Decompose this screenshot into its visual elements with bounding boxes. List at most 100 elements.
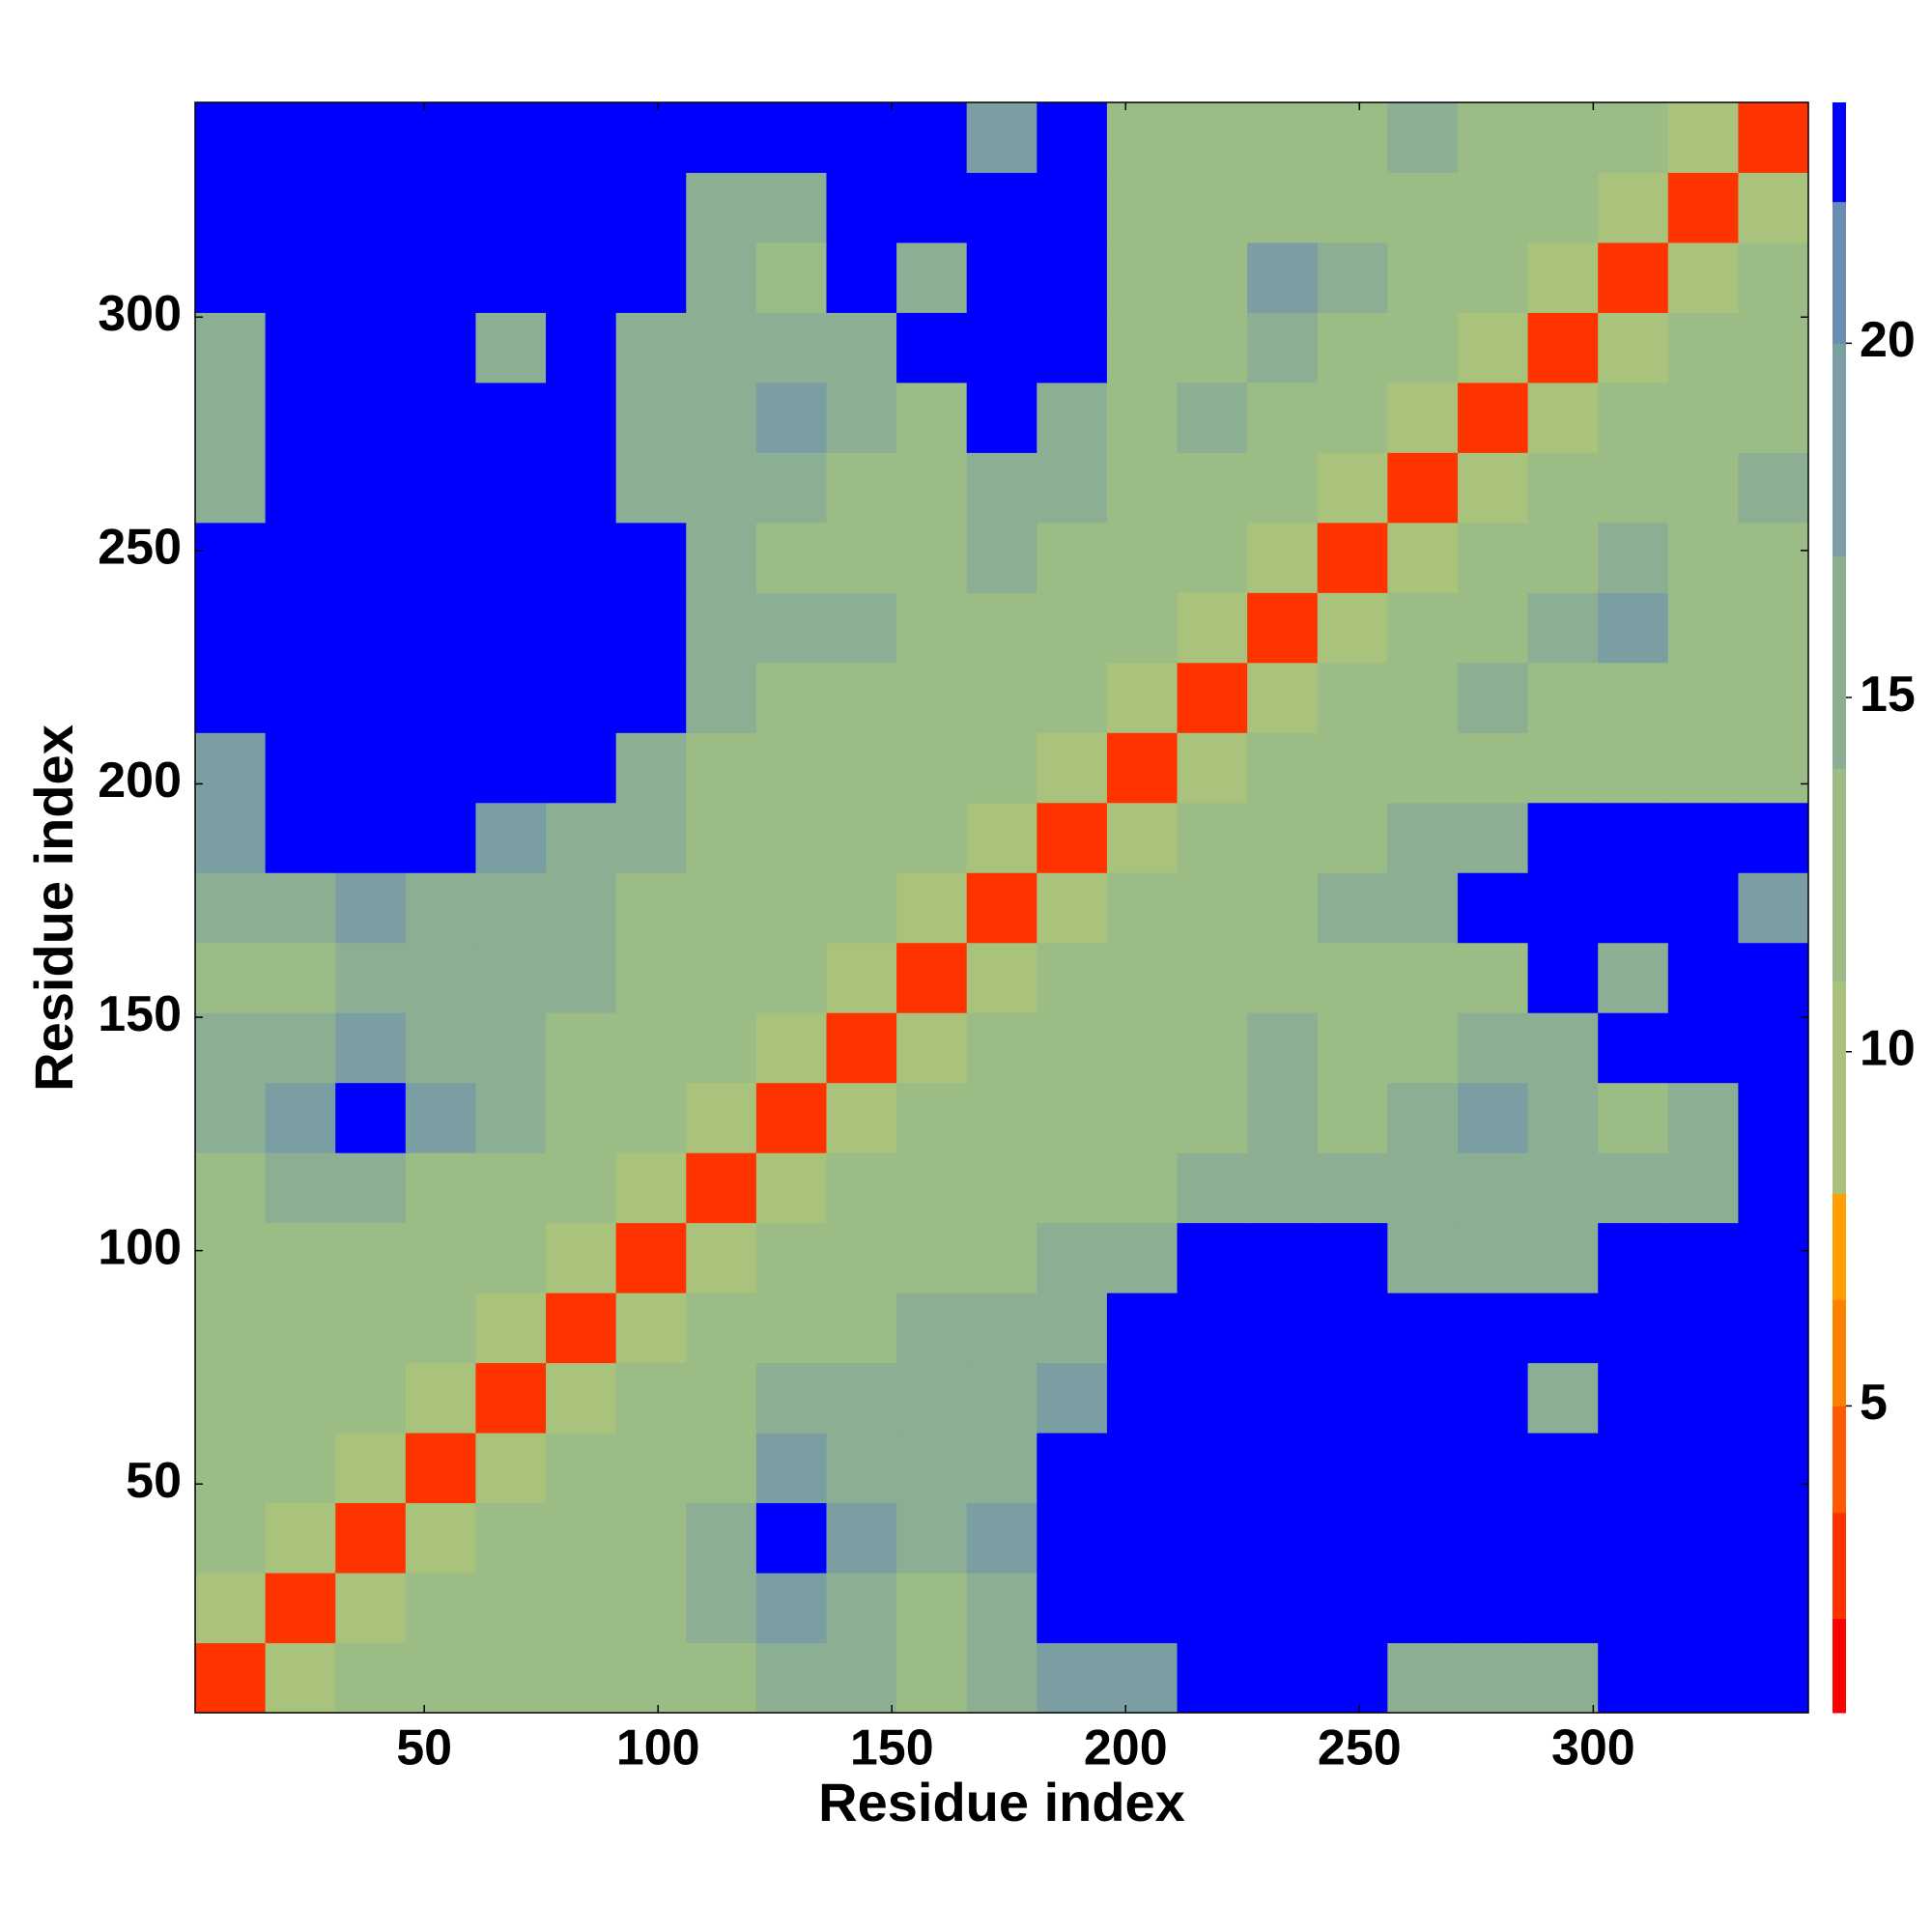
heatmap-cell	[1106, 1293, 1179, 1364]
heatmap-cell	[405, 942, 476, 1013]
heatmap-cell	[1177, 942, 1248, 1013]
heatmap-cell	[1738, 872, 1809, 944]
x-tick-label: 100	[616, 1720, 700, 1776]
heatmap-cell	[195, 942, 267, 1013]
heatmap-cell	[475, 1642, 547, 1714]
heatmap-cell	[1457, 1152, 1529, 1224]
heatmap-cell	[1738, 1293, 1809, 1364]
heatmap-cell	[1598, 802, 1669, 873]
heatmap-cell	[966, 942, 1037, 1013]
heatmap-cell	[546, 1362, 617, 1434]
heatmap-cell	[1247, 102, 1319, 173]
heatmap-cell	[1037, 452, 1108, 524]
x-tick-label: 200	[1084, 1720, 1168, 1776]
heatmap-cell	[1667, 732, 1739, 804]
heatmap-cell	[1387, 1152, 1459, 1224]
heatmap-cell	[686, 1502, 757, 1574]
colorbar-tick-label: 15	[1860, 667, 1916, 723]
heatmap-cell	[265, 1362, 336, 1434]
heatmap-cell	[826, 802, 897, 873]
heatmap-cell	[1037, 172, 1108, 243]
heatmap-cell	[405, 242, 476, 313]
heatmap-cell	[335, 1082, 407, 1153]
heatmap-cell	[1387, 172, 1459, 243]
heatmap-cell	[896, 242, 968, 313]
heatmap-cell	[335, 1222, 407, 1293]
heatmap-cell	[1598, 1152, 1669, 1224]
heatmap-cell	[966, 1012, 1037, 1084]
heatmap-cell	[1177, 452, 1248, 524]
heatmap-cell	[335, 522, 407, 593]
heatmap-cell	[1177, 1152, 1248, 1224]
heatmap-cell	[615, 1152, 687, 1224]
heatmap-cell	[1037, 802, 1108, 873]
heatmap-cell	[966, 802, 1037, 873]
heatmap-cell	[896, 1222, 968, 1293]
heatmap-cell	[1457, 1502, 1529, 1574]
heatmap-cell	[1317, 1642, 1388, 1714]
heatmap-cell	[826, 1573, 897, 1644]
heatmap-cell	[1667, 1152, 1739, 1224]
heatmap-cell	[686, 592, 757, 664]
heatmap-cell	[265, 452, 336, 524]
heatmap-cell	[405, 1152, 476, 1224]
heatmap-cell	[1037, 312, 1108, 384]
heatmap-cell	[1247, 1152, 1319, 1224]
heatmap-cell	[1667, 312, 1739, 384]
heatmap-cell	[1037, 382, 1108, 453]
heatmap-cell	[475, 662, 547, 733]
heatmap-cell	[546, 1293, 617, 1364]
heatmap-cell	[335, 732, 407, 804]
heatmap-cell	[896, 592, 968, 664]
heatmap-cell	[896, 102, 968, 173]
heatmap-cell	[755, 1222, 827, 1293]
heatmap-cell	[755, 1293, 827, 1364]
heatmap-cell	[1106, 732, 1179, 804]
heatmap-cell	[615, 312, 687, 384]
heatmap-cell	[546, 452, 617, 524]
heatmap-cell	[475, 312, 547, 384]
heatmap-cell	[615, 1362, 687, 1434]
heatmap-cell	[966, 1502, 1037, 1574]
heatmap-cell	[546, 1502, 617, 1574]
heatmap-cell	[1667, 1573, 1739, 1644]
heatmap-cell	[1247, 1573, 1319, 1644]
heatmap-cell	[1037, 662, 1108, 733]
heatmap-cell	[1317, 1502, 1388, 1574]
heatmap-cell	[1457, 1362, 1529, 1434]
heatmap-cell	[546, 1082, 617, 1153]
heatmap-cell	[335, 452, 407, 524]
heatmap-cell	[1106, 382, 1179, 453]
y-tick-label: 150	[98, 986, 182, 1042]
heatmap-cell	[686, 942, 757, 1013]
heatmap-cell	[1738, 942, 1809, 1013]
heatmap-cell	[615, 1502, 687, 1574]
heatmap-cell	[826, 942, 897, 1013]
heatmap-cell	[1177, 1012, 1248, 1084]
heatmap-cell	[335, 1012, 407, 1084]
heatmap-cell	[1527, 732, 1599, 804]
heatmap-cell	[755, 942, 827, 1013]
heatmap-cell	[1667, 1082, 1739, 1153]
heatmap-cell	[1037, 522, 1108, 593]
heatmap-cell	[686, 522, 757, 593]
heatmap-cell	[1177, 1642, 1248, 1714]
heatmap-cell	[1317, 452, 1388, 524]
heatmap-cell	[1247, 242, 1319, 313]
heatmap-cell	[1527, 802, 1599, 873]
heatmap-cell	[1387, 312, 1459, 384]
heatmap-cell	[335, 1152, 407, 1224]
heatmap-cell	[405, 452, 476, 524]
heatmap-cell	[1037, 1082, 1108, 1153]
heatmap-cell	[1738, 522, 1809, 593]
heatmap-cell	[615, 1293, 687, 1364]
heatmap-cell	[265, 522, 336, 593]
heatmap-cell	[1738, 382, 1809, 453]
heatmap-cell	[686, 382, 757, 453]
heatmap-cell	[1457, 942, 1529, 1013]
colorbar-segment	[1833, 201, 1846, 344]
heatmap-cell	[335, 942, 407, 1013]
heatmap-cell	[1037, 1573, 1108, 1644]
heatmap-cell	[1527, 172, 1599, 243]
heatmap-cell	[686, 802, 757, 873]
